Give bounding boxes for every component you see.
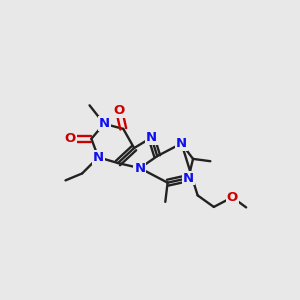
Text: N: N <box>183 172 194 184</box>
Text: O: O <box>113 104 125 117</box>
Text: N: N <box>176 137 187 150</box>
Text: O: O <box>227 191 238 204</box>
Text: N: N <box>98 117 110 130</box>
Text: O: O <box>64 132 76 145</box>
Text: N: N <box>93 151 104 164</box>
Text: N: N <box>146 131 157 144</box>
Text: N: N <box>134 162 146 175</box>
